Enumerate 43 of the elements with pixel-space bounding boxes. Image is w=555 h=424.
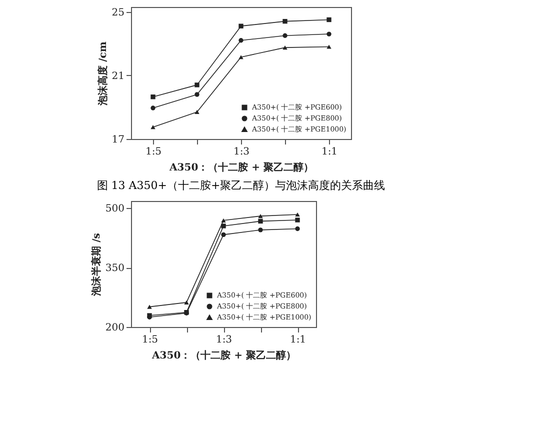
point bbox=[295, 226, 300, 232]
x-tick-label: 1:5 bbox=[145, 146, 162, 158]
point bbox=[238, 55, 244, 60]
point bbox=[147, 304, 152, 309]
point bbox=[238, 24, 244, 28]
point bbox=[326, 32, 332, 36]
point bbox=[221, 218, 226, 222]
point bbox=[194, 82, 200, 88]
point bbox=[150, 125, 156, 130]
text: 图 13 A350+（十二胺+聚乙二醇）与泡沫高度的关系曲线 bbox=[96, 179, 386, 192]
point bbox=[295, 212, 300, 217]
point bbox=[295, 218, 300, 222]
point bbox=[150, 106, 156, 110]
y-axis-title: 泡沫高度 /cm bbox=[96, 41, 109, 106]
y-tick-label: 200 bbox=[105, 322, 124, 334]
point bbox=[282, 33, 288, 38]
y-tick-label: 17 bbox=[112, 134, 124, 146]
point bbox=[238, 38, 244, 43]
y-tick-label: 500 bbox=[105, 204, 124, 215]
point bbox=[282, 18, 288, 24]
x-tick-label: 1:1 bbox=[321, 146, 338, 158]
x-tick-label: 1:5 bbox=[142, 334, 158, 346]
point bbox=[258, 228, 263, 232]
point bbox=[221, 232, 226, 238]
point bbox=[326, 17, 332, 22]
x-tick-label: 1:3 bbox=[233, 146, 250, 158]
point bbox=[184, 300, 189, 304]
x-axis-title: A350：（十二胺 + 聚乙二醇） bbox=[168, 162, 314, 174]
point bbox=[258, 214, 263, 218]
y-axis-title: 泡沫半衰期 /s bbox=[90, 232, 102, 297]
point bbox=[150, 94, 156, 100]
x-axis-title: A350：（十二胺 + 聚乙二醇） bbox=[151, 350, 296, 362]
y-tick-label: 25 bbox=[112, 7, 124, 18]
point bbox=[258, 218, 263, 224]
point bbox=[194, 110, 200, 114]
point bbox=[326, 44, 332, 49]
y-tick-label: 21 bbox=[112, 70, 124, 82]
y-tick-label: 350 bbox=[105, 263, 124, 274]
point bbox=[194, 92, 200, 97]
x-tick-label: 1:1 bbox=[290, 334, 306, 346]
point bbox=[221, 224, 226, 228]
x-tick-label: 1:3 bbox=[216, 334, 232, 346]
point bbox=[282, 46, 288, 50]
